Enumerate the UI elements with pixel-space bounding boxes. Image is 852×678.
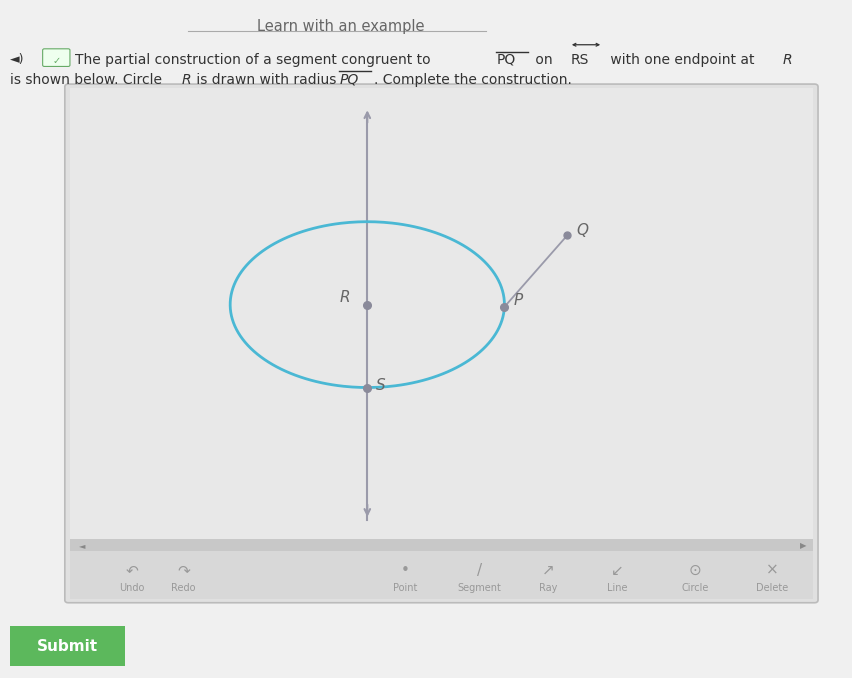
Text: Line: Line xyxy=(607,583,627,593)
Text: is shown below. Circle: is shown below. Circle xyxy=(10,73,166,87)
Text: Circle: Circle xyxy=(681,583,708,593)
Text: Q: Q xyxy=(576,223,588,238)
Text: ↙: ↙ xyxy=(611,563,623,578)
Text: Delete: Delete xyxy=(755,583,787,593)
FancyBboxPatch shape xyxy=(43,49,70,66)
Text: ▶: ▶ xyxy=(798,540,805,550)
Text: Learn with an example: Learn with an example xyxy=(257,19,424,34)
Text: •: • xyxy=(400,563,409,578)
Text: ↗: ↗ xyxy=(542,563,554,578)
Text: PQ: PQ xyxy=(339,73,359,87)
Bar xyxy=(70,550,812,599)
Text: S: S xyxy=(376,378,385,393)
Text: Point: Point xyxy=(393,583,417,593)
Text: Redo: Redo xyxy=(171,583,195,593)
Text: with one endpoint at: with one endpoint at xyxy=(606,53,758,67)
Text: /: / xyxy=(476,563,481,578)
Text: ✓: ✓ xyxy=(52,56,60,66)
Bar xyxy=(70,539,812,551)
Text: R: R xyxy=(181,73,191,87)
Text: . Complete the construction.: . Complete the construction. xyxy=(373,73,571,87)
Text: on: on xyxy=(530,53,556,67)
Text: R: R xyxy=(339,290,349,305)
Text: RS: RS xyxy=(570,53,589,67)
Text: ↷: ↷ xyxy=(177,563,189,578)
Text: The partial construction of a segment congruent to: The partial construction of a segment co… xyxy=(75,53,435,67)
Text: Submit: Submit xyxy=(37,639,98,654)
Text: R: R xyxy=(781,53,791,67)
Text: ⊙: ⊙ xyxy=(688,563,700,578)
Text: Segment: Segment xyxy=(457,583,501,593)
Text: Ray: Ray xyxy=(538,583,557,593)
Text: ↶: ↶ xyxy=(126,563,138,578)
Text: PQ: PQ xyxy=(496,53,515,67)
Text: P: P xyxy=(513,293,522,308)
Text: Undo: Undo xyxy=(119,583,145,593)
FancyBboxPatch shape xyxy=(3,624,132,668)
FancyBboxPatch shape xyxy=(65,84,817,603)
Text: is drawn with radius: is drawn with radius xyxy=(192,73,340,87)
Bar xyxy=(70,88,812,539)
Text: ◄): ◄) xyxy=(10,53,25,66)
Text: ◄: ◄ xyxy=(78,540,85,550)
Text: ×: × xyxy=(765,563,777,578)
